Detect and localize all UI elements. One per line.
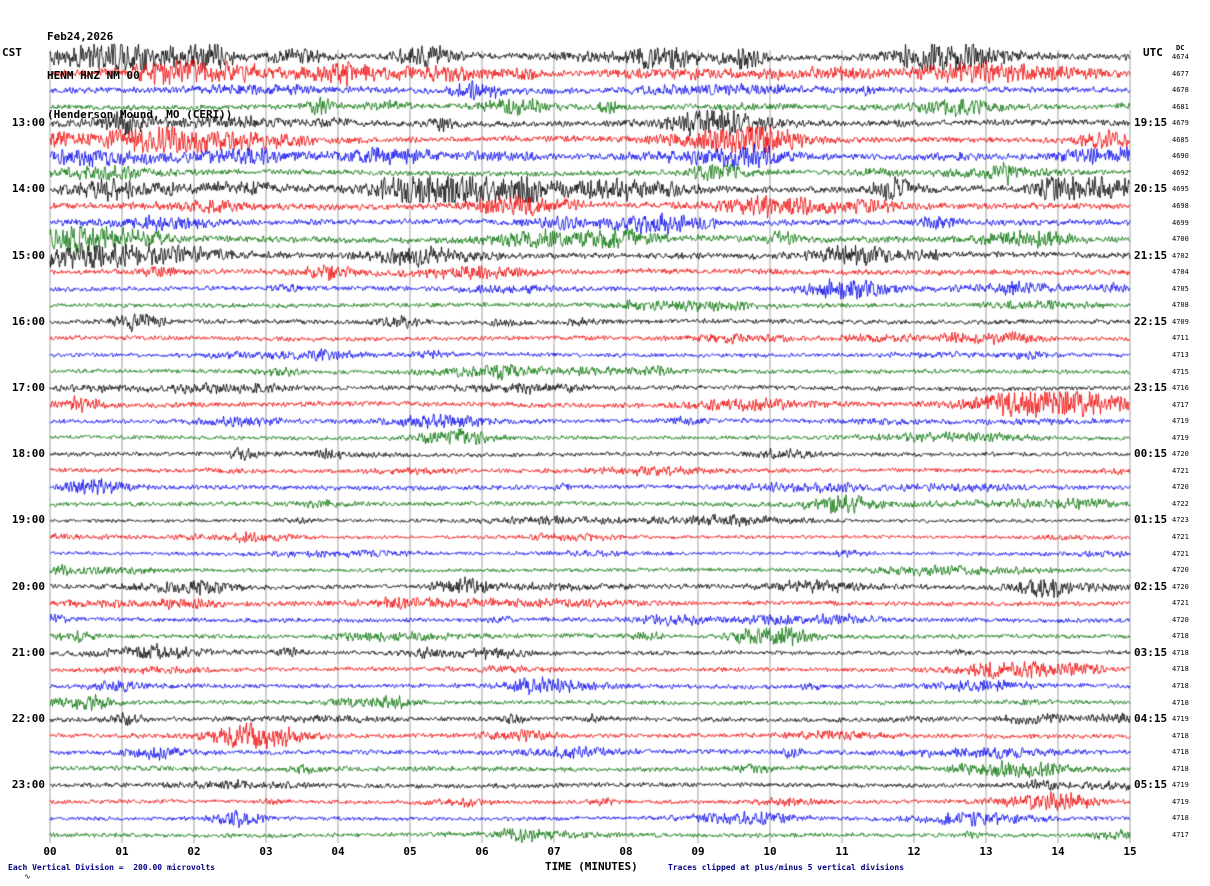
dc-offset-value: 4718 xyxy=(1172,648,1189,657)
right-hour-label: 00:15 xyxy=(1134,447,1168,461)
x-axis-title: TIME (MINUTES) xyxy=(545,860,638,873)
dc-offset-value: 4695 xyxy=(1172,185,1189,194)
x-tick-label: 06 xyxy=(475,845,489,858)
dc-offset-value: 4718 xyxy=(1172,764,1189,773)
dc-offset-value: 4677 xyxy=(1172,69,1189,78)
left-hour-label: 23:00 xyxy=(11,778,45,792)
footer-clip-note: Traces clipped at plus/minus 5 vertical … xyxy=(668,863,905,872)
x-tick-label: 12 xyxy=(907,845,921,858)
left-hour-label: 14:00 xyxy=(11,182,45,196)
dc-offset-value: 4700 xyxy=(1172,235,1189,244)
x-tick-label: 10 xyxy=(763,845,777,858)
right-hour-label: 03:15 xyxy=(1134,645,1168,659)
dc-offset-value: 4718 xyxy=(1172,698,1189,707)
header-date: Feb24,2026 xyxy=(47,30,114,43)
dc-offset-value: 4705 xyxy=(1172,284,1189,293)
right-hour-label: 21:15 xyxy=(1134,248,1168,262)
dc-column-label: DC xyxy=(1176,44,1185,52)
dc-offset-value: 4719 xyxy=(1172,797,1189,806)
dc-offset-value: 4719 xyxy=(1172,417,1189,426)
dc-offset-value: 4720 xyxy=(1172,582,1189,591)
dc-offset-value: 4720 xyxy=(1172,483,1189,492)
corner-mark: ∿ xyxy=(24,872,31,881)
dc-offset-value: 4721 xyxy=(1172,533,1189,542)
dc-offset-value: 4718 xyxy=(1172,748,1189,757)
left-hour-label: 13:00 xyxy=(11,116,45,130)
footer-scale-note: Each Vertical Division = 200.00 microvol… xyxy=(8,863,216,872)
dc-offset-value: 4715 xyxy=(1172,367,1189,376)
dc-offset-value: 4685 xyxy=(1172,135,1189,144)
x-tick-label: 04 xyxy=(331,845,345,858)
left-hour-label: 22:00 xyxy=(11,712,45,726)
right-hour-label: 02:15 xyxy=(1134,579,1168,593)
left-hour-label: 15:00 xyxy=(11,248,45,262)
x-tick-label: 11 xyxy=(835,845,849,858)
dc-offset-value: 4674 xyxy=(1172,53,1189,61)
x-tick-label: 02 xyxy=(187,845,201,858)
dc-offset-value: 4719 xyxy=(1172,781,1189,790)
x-tick-label: 08 xyxy=(619,845,633,858)
dc-offset-value: 4690 xyxy=(1172,152,1189,161)
left-hour-label: 20:00 xyxy=(11,579,45,593)
dc-offset-value: 4722 xyxy=(1172,499,1189,508)
left-hour-label: 16:00 xyxy=(11,314,45,328)
dc-offset-value: 4699 xyxy=(1172,218,1189,227)
left-axis-label: CST xyxy=(2,46,22,59)
dc-offset-value: 4717 xyxy=(1172,400,1189,409)
dc-offset-value: 4708 xyxy=(1172,301,1189,310)
dc-offset-value: 4718 xyxy=(1172,682,1189,690)
x-tick-label: 13 xyxy=(979,845,993,858)
dc-offset-value: 4718 xyxy=(1172,665,1189,674)
x-tick-label: 14 xyxy=(1051,845,1065,858)
dc-offset-value: 4698 xyxy=(1172,201,1189,210)
dc-offset-value: 4721 xyxy=(1172,549,1189,558)
dc-offset-value: 4720 xyxy=(1172,566,1189,575)
left-hour-label: 17:00 xyxy=(11,381,45,395)
dc-offset-value: 4719 xyxy=(1172,715,1189,724)
dc-offset-value: 4721 xyxy=(1172,599,1189,608)
x-tick-label: 01 xyxy=(115,845,129,858)
right-hour-label: 22:15 xyxy=(1134,314,1168,328)
dc-offset-value: 4704 xyxy=(1172,268,1189,277)
x-tick-label: 07 xyxy=(547,845,561,858)
x-tick-label: 00 xyxy=(43,845,57,858)
dc-offset-value: 4679 xyxy=(1172,119,1189,128)
right-hour-label: 23:15 xyxy=(1134,381,1168,395)
dc-offset-value: 4681 xyxy=(1172,102,1189,111)
right-hour-label: 05:15 xyxy=(1134,778,1168,792)
right-hour-label: 01:15 xyxy=(1134,513,1168,527)
dc-offset-value: 4720 xyxy=(1172,450,1189,459)
dc-offset-value: 4718 xyxy=(1172,731,1189,740)
right-hour-label: 20:15 xyxy=(1134,182,1168,196)
x-tick-label: 09 xyxy=(691,845,705,858)
left-hour-label: 18:00 xyxy=(11,447,45,461)
dc-offset-value: 4678 xyxy=(1172,86,1189,95)
x-tick-label: 05 xyxy=(403,845,417,858)
dc-offset-value: 4713 xyxy=(1172,350,1189,359)
x-tick-label: 15 xyxy=(1123,845,1137,858)
dc-offset-value: 4718 xyxy=(1172,814,1189,823)
left-hour-label: 19:00 xyxy=(11,513,45,527)
header-location: (Henderson Mound, MO (CERI)) xyxy=(47,108,233,121)
dc-offset-value: 4692 xyxy=(1172,168,1189,177)
dc-offset-value: 4711 xyxy=(1172,334,1189,343)
dc-offset-value: 4720 xyxy=(1172,615,1189,624)
dc-offset-value: 4719 xyxy=(1172,433,1189,442)
dc-offset-value: 4718 xyxy=(1172,632,1189,641)
dc-offset-value: 4716 xyxy=(1172,384,1189,393)
dc-offset-value: 4702 xyxy=(1172,251,1189,260)
right-hour-label: 04:15 xyxy=(1134,712,1168,726)
left-hour-label: 21:00 xyxy=(11,645,45,659)
dc-offset-value: 4717 xyxy=(1172,830,1189,839)
x-tick-label: 03 xyxy=(259,845,273,858)
right-hour-label: 19:15 xyxy=(1134,116,1168,130)
dc-offset-value: 4723 xyxy=(1172,516,1189,525)
header: Feb24,2026 HENM HNZ NM 00 (Henderson Mou… xyxy=(47,4,232,147)
right-axis-label: UTC xyxy=(1143,46,1163,59)
dc-offset-value: 4709 xyxy=(1172,317,1189,326)
header-station: HENM HNZ NM 00 xyxy=(47,69,140,82)
dc-offset-value: 4721 xyxy=(1172,466,1189,475)
